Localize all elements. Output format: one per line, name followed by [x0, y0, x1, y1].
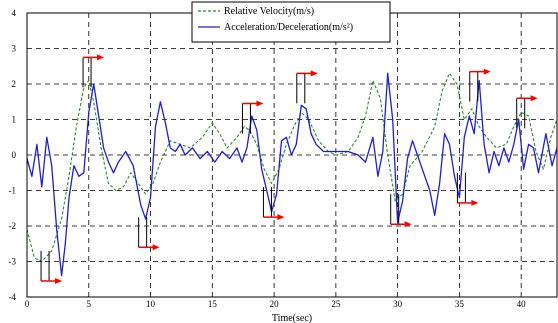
annotation-arrow-head: [152, 244, 160, 251]
legend-label-relative-velocity: Relative Velocity(m/s): [224, 6, 314, 17]
annotation-arrow-head: [97, 54, 105, 61]
grid: [27, 13, 557, 297]
annotation-group: [40, 54, 538, 285]
x-tick-label: 40: [517, 299, 527, 309]
x-tick-label: 20: [270, 299, 280, 309]
y-tick-label: -1: [9, 186, 17, 196]
y-tick-label: 4: [12, 8, 17, 18]
acceleration-line: [26, 72, 558, 277]
x-tick-label: 0: [25, 299, 30, 309]
x-axis-label: Time(sec): [272, 313, 312, 323]
y-tick-label: 0: [12, 150, 17, 160]
annotation-arrow-head: [483, 68, 491, 75]
x-tick-label: 35: [455, 299, 465, 309]
legend: Relative Velocity(m/s) Acceleration/Dece…: [191, 1, 391, 43]
relative-velocity-line: [26, 72, 558, 263]
legend-box: [191, 1, 391, 43]
annotation-arrow-head: [277, 214, 285, 221]
y-tick-label: 3: [12, 44, 17, 54]
x-tick-label: 15: [208, 299, 218, 309]
y-tick-label: -4: [9, 292, 17, 302]
annotation-arrow-head: [404, 221, 412, 228]
annotation-arrow-head: [530, 95, 538, 102]
y-tick-label: 1: [12, 115, 17, 125]
x-tick-label: 25: [331, 299, 341, 309]
tick-labels: 0 5 10 15 20 25 30 35 40 -4 -3 -2 -1 0 1 2 3 4: [9, 8, 527, 309]
y-tick-label: 2: [12, 79, 17, 89]
x-tick-label: 10: [146, 299, 156, 309]
annotation-arrow-head: [310, 70, 318, 77]
y-tick-label: -3: [9, 257, 17, 267]
legend-label-acceleration: Acceleration/Deceleration(m/s²): [224, 22, 353, 33]
y-tick-label: -2: [9, 221, 17, 231]
x-tick-label: 30: [393, 299, 403, 309]
series-group: [26, 72, 558, 277]
annotation-arrow-head: [471, 199, 479, 206]
x-tick-label: 5: [87, 299, 92, 309]
annotation-arrow-head: [55, 278, 63, 285]
annotation-arrow-head: [256, 100, 264, 107]
